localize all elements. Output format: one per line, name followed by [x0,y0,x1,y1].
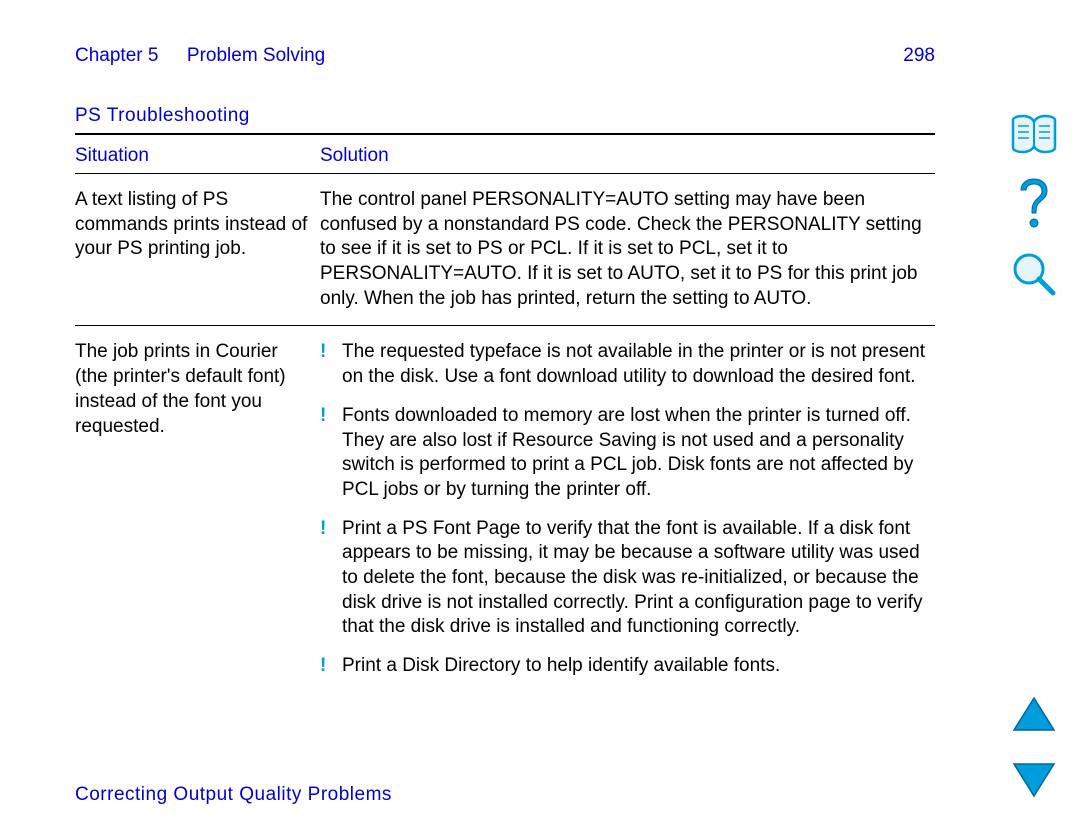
help-icon[interactable] [1010,180,1058,228]
list-item: The requested typeface is not available … [320,340,935,389]
table-row: A text listing of PS commands prints ins… [75,188,935,311]
chapter-label: Chapter 5 [75,45,158,66]
column-header-solution: Solution [320,145,389,167]
chapter-title: Problem Solving [187,45,325,66]
situation-cell: A text listing of PS commands prints ins… [75,188,320,311]
footer-heading: Correcting Output Quality Problems [75,784,392,806]
solution-cell: The control panel PERSONALITY=AUTO setti… [320,188,935,311]
down-arrow-icon[interactable] [1010,756,1058,804]
list-item: Fonts downloaded to memory are lost when… [320,404,935,503]
list-item: Print a PS Font Page to verify that the … [320,517,935,640]
up-arrow-icon[interactable] [1010,690,1058,738]
solution-cell: The requested typeface is not available … [320,340,935,692]
nav-arrows [1006,690,1062,804]
section-title: PS Troubleshooting [75,105,935,127]
page-content: Chapter 5 Problem Solving 298 PS Trouble… [75,45,935,707]
book-icon[interactable] [1010,110,1058,158]
section-rule-thick [75,133,935,135]
header-rule-thin [75,173,935,174]
search-icon[interactable] [1010,250,1058,298]
bullet-list: The requested typeface is not available … [320,340,935,678]
row-rule-thin [75,325,935,326]
column-headers: Situation Solution [75,145,935,167]
list-item: Print a Disk Directory to help identify … [320,654,935,679]
page-number: 298 [903,45,935,67]
sidebar-icons [1006,110,1062,298]
situation-cell: The job prints in Courier (the printer's… [75,340,320,692]
header-left: Chapter 5 Problem Solving [75,45,325,67]
column-header-situation: Situation [75,145,320,167]
table-row: The job prints in Courier (the printer's… [75,340,935,692]
page-header: Chapter 5 Problem Solving 298 [75,45,935,67]
